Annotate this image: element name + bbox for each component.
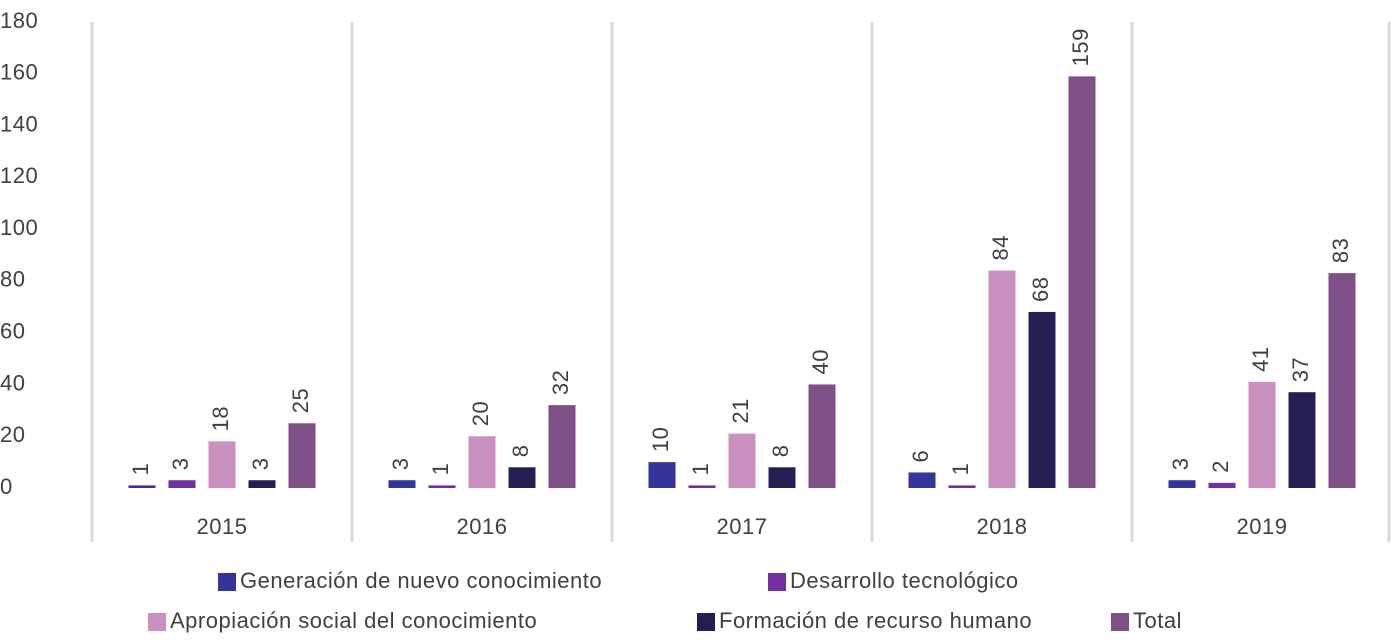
data-label: 1	[428, 463, 453, 476]
bar	[548, 405, 576, 488]
data-label: 10	[648, 427, 673, 452]
legend-swatch	[697, 613, 715, 631]
bar	[428, 485, 456, 488]
data-label: 84	[988, 235, 1013, 260]
bar	[248, 480, 276, 488]
bar	[808, 384, 836, 488]
x-tick-label: 2018	[977, 514, 1028, 539]
bar	[1288, 392, 1316, 488]
data-label: 20	[468, 401, 493, 426]
bar	[948, 485, 976, 488]
data-label: 1	[128, 463, 153, 476]
x-tick-label: 2015	[197, 514, 248, 539]
x-tick-label: 2019	[1237, 514, 1288, 539]
y-tick-label: 40	[0, 370, 25, 395]
data-label: 40	[808, 349, 833, 374]
legend-label: Total	[1133, 608, 1182, 633]
bar	[208, 441, 236, 488]
bar	[688, 485, 716, 488]
bar	[1208, 482, 1236, 488]
bar	[1328, 273, 1356, 488]
y-tick-label: 60	[0, 318, 25, 343]
legend-label: Formación de recurso humano	[719, 608, 1032, 633]
bar	[988, 270, 1016, 488]
legend-label: Apropiación social del conocimiento	[170, 608, 537, 633]
x-tick-label: 2017	[717, 514, 768, 539]
y-tick-label: 180	[0, 8, 38, 33]
bar	[128, 485, 156, 488]
bar	[908, 472, 936, 488]
data-label: 8	[768, 445, 793, 458]
legend-label: Generación de nuevo conocimiento	[240, 568, 602, 593]
y-tick-label: 0	[0, 474, 13, 499]
bar	[768, 467, 796, 488]
bar	[1028, 311, 1056, 488]
data-label: 3	[248, 457, 273, 470]
data-label: 41	[1248, 346, 1273, 371]
y-tick-label: 20	[0, 422, 25, 447]
data-label: 1	[688, 463, 713, 476]
bar	[648, 462, 676, 488]
data-label: 21	[728, 398, 753, 423]
data-label: 6	[908, 450, 933, 463]
bar	[288, 423, 316, 488]
data-label: 3	[168, 457, 193, 470]
data-label: 3	[1168, 457, 1193, 470]
data-label: 37	[1288, 357, 1313, 382]
data-label: 1	[948, 463, 973, 476]
legend-swatch	[1111, 613, 1129, 631]
bar	[1068, 76, 1096, 488]
y-tick-label: 100	[0, 215, 38, 240]
bar	[388, 480, 416, 488]
y-tick-label: 120	[0, 163, 38, 188]
y-tick-label: 80	[0, 267, 25, 292]
data-label: 83	[1328, 238, 1353, 263]
data-label: 32	[548, 370, 573, 395]
bar	[1168, 480, 1196, 488]
legend-swatch	[148, 613, 166, 631]
data-label: 25	[288, 388, 313, 413]
bar	[468, 436, 496, 488]
x-tick-label: 2016	[457, 514, 508, 539]
bar	[1248, 381, 1276, 488]
data-label: 2	[1208, 460, 1233, 473]
legend-swatch	[218, 573, 236, 591]
data-label: 8	[508, 445, 533, 458]
bar	[168, 480, 196, 488]
y-tick-label: 160	[0, 60, 38, 85]
data-label: 3	[388, 457, 413, 470]
legend-swatch	[768, 573, 786, 591]
y-tick-label: 140	[0, 111, 38, 136]
bar	[508, 467, 536, 488]
data-label: 18	[208, 406, 233, 431]
legend-label: Desarrollo tecnológico	[790, 568, 1019, 593]
data-label: 68	[1028, 276, 1053, 301]
data-label: 159	[1068, 28, 1093, 66]
bar	[728, 433, 756, 488]
